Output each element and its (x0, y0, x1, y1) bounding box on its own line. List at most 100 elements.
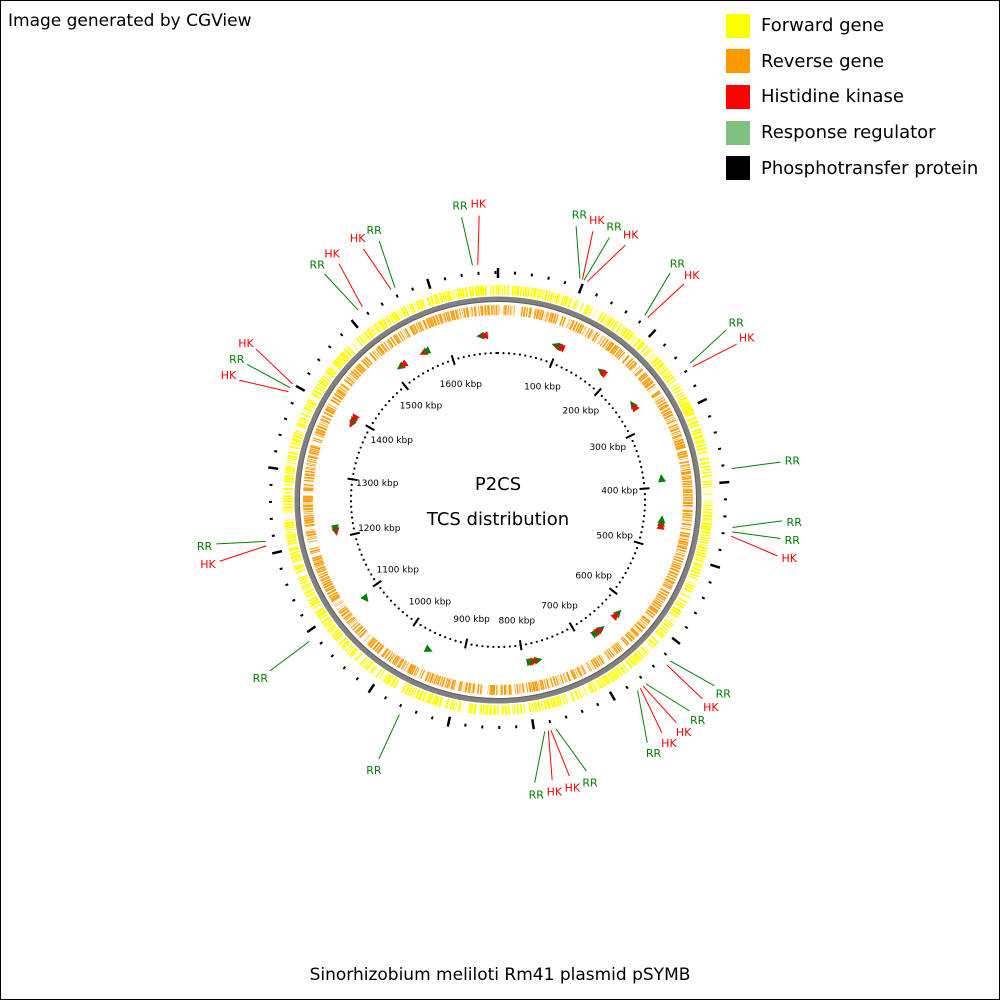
scale-dot (359, 446, 362, 449)
reverse-gene (612, 346, 620, 356)
legend-item-reverse-gene: Reverse gene (726, 44, 978, 80)
scale-dot (449, 637, 452, 641)
response-regulator-marker (360, 593, 369, 603)
callout-line (247, 364, 291, 389)
reverse-gene (669, 427, 680, 433)
scale-dot (643, 514, 646, 518)
scale-dot (399, 388, 403, 391)
reverse-gene (314, 434, 324, 439)
forward-gene (610, 671, 617, 680)
reverse-gene (503, 305, 505, 316)
scale-dot (574, 374, 578, 377)
reverse-gene (537, 309, 541, 320)
scale-dot (546, 637, 549, 640)
reverse-gene (316, 428, 326, 434)
forward-gene (283, 499, 293, 503)
forward-gene (572, 299, 578, 310)
reverse-gene (635, 368, 644, 377)
reverse-gene (307, 455, 318, 460)
forward-gene (606, 317, 614, 327)
forward-gene (336, 356, 346, 365)
reverse-gene (592, 658, 599, 668)
forward-gene (602, 675, 610, 685)
scale-dot (371, 421, 374, 425)
reverse-gene (311, 555, 322, 560)
reverse-gene (522, 306, 526, 317)
reverse-gene (677, 454, 688, 458)
scale-dot (457, 357, 460, 360)
forward-gene (307, 399, 317, 406)
reverse-gene (681, 474, 692, 477)
forward-gene (479, 285, 483, 296)
reverse-gene (498, 305, 499, 315)
forward-gene (350, 648, 359, 658)
outer-tick (564, 715, 568, 719)
scale-dot (349, 500, 353, 503)
reverse-gene (682, 488, 693, 491)
reverse-gene (320, 418, 331, 424)
forward-gene (432, 695, 438, 706)
scale-dot (615, 585, 618, 588)
reverse-gene (683, 496, 693, 499)
forward-gene (648, 354, 657, 362)
reverse-gene (304, 474, 315, 477)
reverse-gene (610, 345, 618, 355)
reverse-gene (334, 601, 344, 608)
forward-gene (695, 443, 706, 449)
scale-dot (639, 536, 642, 539)
reverse-gene (303, 516, 314, 520)
reverse-gene (340, 384, 349, 391)
forward-gene (663, 373, 673, 381)
callout-line (731, 531, 781, 539)
forward-gene (608, 319, 616, 329)
reverse-gene (461, 308, 464, 319)
reverse-gene (384, 650, 391, 659)
reverse-gene (529, 307, 533, 318)
forward-gene (692, 564, 702, 569)
reverse-gene (657, 593, 667, 600)
scale-major-tick (608, 587, 618, 596)
forward-gene (656, 628, 666, 637)
forward-gene (574, 300, 580, 311)
reverse-gene (346, 376, 355, 384)
reverse-gene (586, 328, 594, 339)
reverse-gene (359, 629, 368, 639)
reverse-gene (650, 390, 661, 398)
reverse-gene (639, 618, 648, 626)
forward-gene (669, 612, 679, 619)
reverse-gene (343, 612, 352, 620)
hk-label: HK (703, 701, 719, 714)
outer-tick (367, 683, 376, 694)
forward-gene (485, 704, 487, 715)
forward-gene (699, 538, 710, 542)
reverse-gene (412, 323, 419, 334)
reverse-gene (441, 677, 446, 688)
reverse-gene (682, 480, 693, 483)
forward-gene (283, 497, 293, 500)
scale-dot (397, 607, 400, 610)
reverse-gene (613, 643, 621, 653)
scale-dot (388, 399, 391, 403)
scale-dot (579, 377, 582, 380)
reverse-gene (363, 358, 371, 367)
forward-gene (560, 295, 565, 306)
reverse-gene (445, 311, 450, 322)
forward-gene (642, 347, 650, 355)
forward-gene (677, 396, 688, 403)
reverse-gene (541, 679, 545, 690)
forward-gene (674, 391, 685, 398)
callout-line (581, 231, 594, 280)
forward-gene (628, 657, 637, 666)
forward-gene (702, 514, 713, 518)
reverse-gene (597, 654, 605, 665)
reverse-gene (357, 363, 367, 372)
reverse-gene (609, 647, 617, 656)
scale-dot (351, 521, 354, 525)
reverse-gene (632, 366, 641, 374)
reverse-gene (588, 330, 594, 339)
rr-label: RR (670, 257, 686, 270)
forward-gene (445, 291, 450, 302)
outer-tick (295, 384, 306, 392)
hk-label: HK (238, 337, 254, 350)
forward-gene (588, 307, 594, 317)
